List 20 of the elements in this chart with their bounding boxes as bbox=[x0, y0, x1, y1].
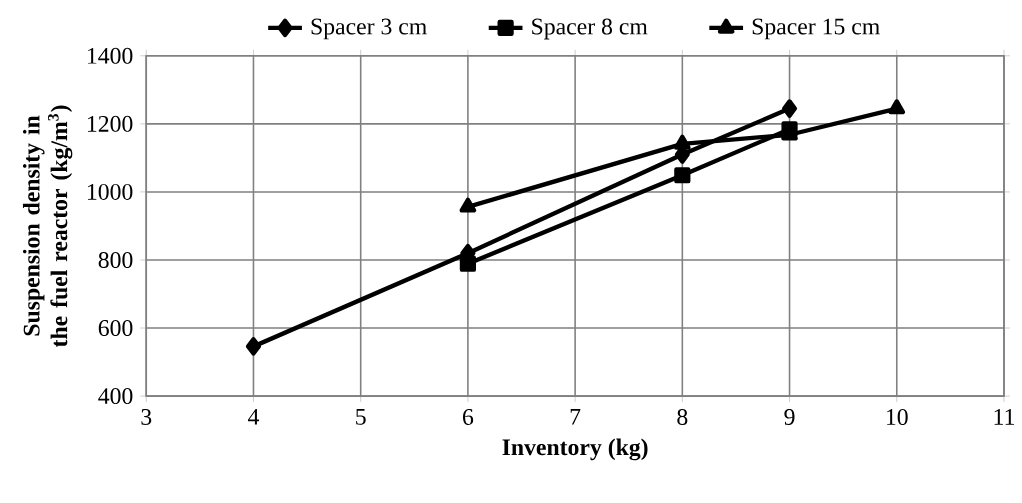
y-tick-label: 800 bbox=[98, 251, 133, 268]
y-tick-label: 600 bbox=[98, 320, 133, 337]
x-tick-label: 5 bbox=[356, 409, 366, 425]
y-tick-label: 1000 bbox=[87, 183, 133, 200]
x-tick-label: 8 bbox=[677, 409, 688, 426]
y-axis-title: Suspension density in the fuel reactor (kg/m$^{3}$) bbox=[22, 105, 73, 348]
x-axis-title: Inventory (kg) bbox=[502, 438, 648, 461]
legend-label: Spacer 8 cm bbox=[532, 18, 648, 40]
legend-label: Spacer 15 cm bbox=[752, 18, 880, 40]
x-tick-label: 10 bbox=[886, 409, 908, 426]
x-tick-label: 9 bbox=[784, 409, 795, 425]
y-tick-label: 1200 bbox=[87, 115, 133, 132]
legend-label: Spacer 3 cm bbox=[311, 18, 427, 40]
x-tick-label: 4 bbox=[248, 409, 260, 425]
x-tick-label: 3 bbox=[141, 409, 152, 425]
y-tick-label: 1400 bbox=[87, 47, 133, 64]
x-tick-label: 6 bbox=[462, 409, 474, 425]
x-tick-label: 11 bbox=[994, 409, 1014, 425]
y-tick-label: 400 bbox=[98, 388, 133, 405]
x-tick-label: 7 bbox=[570, 409, 581, 425]
